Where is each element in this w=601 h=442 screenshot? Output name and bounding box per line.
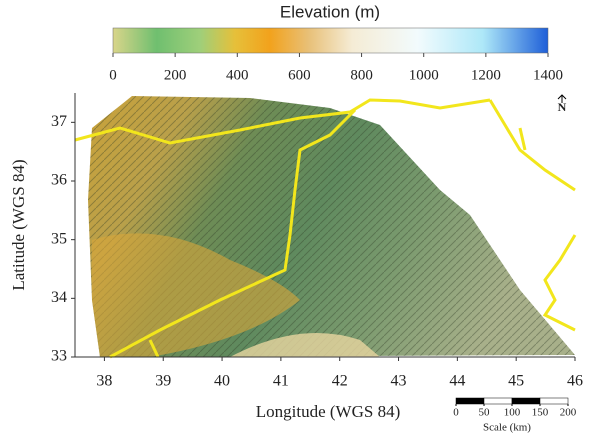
x-tick-label: 44 [449,373,465,390]
scale-bar-segment [484,398,512,404]
scale-bar-tick-label: 100 [504,407,521,419]
x-tick-label: 45 [508,373,524,390]
scale-bar-segment [456,398,484,404]
scale-bar-label: Scale (km) [483,422,531,434]
colorbar-tick-label: 1200 [471,67,501,83]
border-line [520,128,525,150]
y-tick-label: 33 [51,348,67,365]
x-tick-label: 46 [567,373,583,390]
border-line [545,235,575,330]
x-tick-label: 38 [96,373,112,390]
colorbar-tick-label: 600 [288,67,311,83]
colorbar-tick-label: 1400 [533,67,563,83]
colorbar-tick-label: 1000 [409,67,439,83]
x-tick-label: 41 [273,373,289,390]
scale-bar-segment [512,398,540,404]
x-tick-label: 43 [391,373,407,390]
colorbar-tick-label: 0 [109,67,117,83]
map-area [75,96,575,357]
y-tick-label: 37 [51,113,67,130]
colorbar-tick-label: 800 [350,67,373,83]
scale-bar-tick-label: 0 [453,407,459,419]
y-tick-label: 34 [51,289,67,306]
y-axis-label: Latitude (WGS 84) [9,159,28,290]
scale-bar-tick-label: 200 [560,407,577,419]
x-axis-label: Longitude (WGS 84) [256,402,400,421]
x-tick-label: 42 [332,373,348,390]
colorbar [113,28,548,53]
colorbar-tick-label: 400 [226,67,249,83]
y-tick-label: 36 [51,172,67,189]
x-tick-label: 39 [155,373,171,390]
y-tick-label: 35 [51,230,67,247]
scale-bar-tick-label: 150 [532,407,549,419]
map-figure: Elevation (m) Latitude (WGS 84) Longitud… [0,0,601,442]
scale-bar-segment [540,398,568,404]
x-tick-label: 40 [214,373,230,390]
colorbar-tick-label: 200 [164,67,187,83]
scale-bar-tick-label: 50 [479,407,491,419]
colorbar-title: Elevation (m) [280,2,380,21]
